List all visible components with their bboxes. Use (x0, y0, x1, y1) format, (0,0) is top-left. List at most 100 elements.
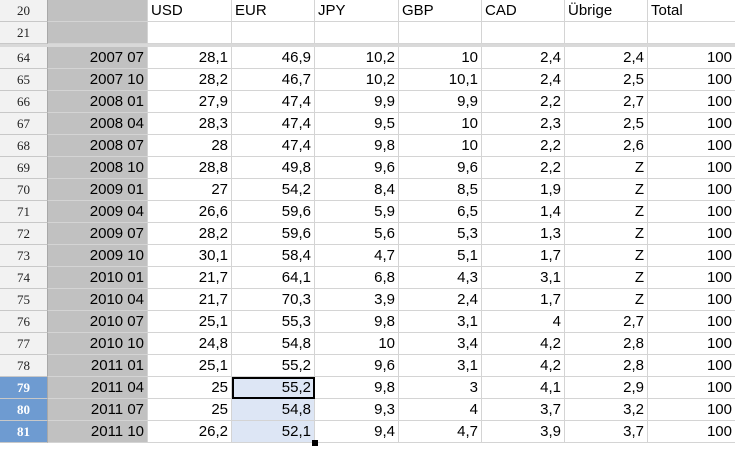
cell-total[interactable]: 100 (648, 399, 735, 421)
cell-eur[interactable]: 46,9 (232, 47, 315, 69)
cell-total[interactable]: 100 (648, 289, 735, 311)
cell-jpy[interactable]: 9,4 (315, 421, 399, 443)
cell-uebrige[interactable]: 2,5 (565, 113, 648, 135)
cell-gbp[interactable]: 3 (399, 377, 482, 399)
cell-jpy[interactable]: 9,5 (315, 113, 399, 135)
cell-label[interactable]: 2010 07 (48, 311, 148, 333)
row-header[interactable]: 76 (0, 311, 48, 333)
row-header[interactable]: 71 (0, 201, 48, 223)
row-header[interactable]: 69 (0, 157, 48, 179)
cell-usd[interactable]: 21,7 (148, 267, 232, 289)
cell-total[interactable]: 100 (648, 157, 735, 179)
cell-gbp[interactable]: 3,1 (399, 355, 482, 377)
cell-eur[interactable]: 55,2 (232, 355, 315, 377)
cell-usd[interactable]: 28,1 (148, 47, 232, 69)
cell-gbp[interactable]: 10 (399, 47, 482, 69)
row-header[interactable]: 68 (0, 135, 48, 157)
cell-uebrige[interactable]: 2,7 (565, 311, 648, 333)
header-cell-jpy[interactable] (315, 22, 399, 44)
cell-eur[interactable]: 47,4 (232, 113, 315, 135)
cell-gbp[interactable]: 3,1 (399, 311, 482, 333)
cell-label[interactable]: 2008 07 (48, 135, 148, 157)
cell-cad[interactable]: 2,4 (482, 69, 565, 91)
header-cell-eur[interactable] (232, 22, 315, 44)
cell-label[interactable]: 2011 07 (48, 399, 148, 421)
cell-uebrige[interactable]: 3,2 (565, 399, 648, 421)
row-header[interactable]: 66 (0, 91, 48, 113)
cell-uebrige[interactable]: 2,5 (565, 69, 648, 91)
cell-usd[interactable]: 28 (148, 135, 232, 157)
header-cell-gbp[interactable]: GBP (399, 0, 482, 22)
cell-label[interactable]: 2008 04 (48, 113, 148, 135)
cell-eur[interactable]: 55,2 (232, 377, 315, 399)
cell-eur[interactable]: 46,7 (232, 69, 315, 91)
cell-usd[interactable]: 28,2 (148, 223, 232, 245)
cell-uebrige[interactable]: 3,7 (565, 421, 648, 443)
cell-total[interactable]: 100 (648, 421, 735, 443)
cell-label[interactable]: 2008 01 (48, 91, 148, 113)
cell-label[interactable]: 2010 01 (48, 267, 148, 289)
cell-total[interactable]: 100 (648, 69, 735, 91)
cell-usd[interactable]: 25 (148, 377, 232, 399)
row-header[interactable]: 79 (0, 377, 48, 399)
row-header[interactable]: 74 (0, 267, 48, 289)
cell-gbp[interactable]: 5,1 (399, 245, 482, 267)
row-header[interactable]: 80 (0, 399, 48, 421)
cell-uebrige[interactable]: 2,9 (565, 377, 648, 399)
cell-eur[interactable]: 54,2 (232, 179, 315, 201)
header-cell-label[interactable] (48, 22, 148, 44)
cell-jpy[interactable]: 9,9 (315, 91, 399, 113)
header-cell-jpy[interactable]: JPY (315, 0, 399, 22)
cell-cad[interactable]: 4,2 (482, 355, 565, 377)
cell-cad[interactable]: 1,7 (482, 245, 565, 267)
row-header[interactable]: 75 (0, 289, 48, 311)
cell-total[interactable]: 100 (648, 267, 735, 289)
cell-jpy[interactable]: 10 (315, 333, 399, 355)
cell-gbp[interactable]: 8,5 (399, 179, 482, 201)
header-cell-eur[interactable]: EUR (232, 0, 315, 22)
cell-gbp[interactable]: 4 (399, 399, 482, 421)
cell-gbp[interactable]: 9,9 (399, 91, 482, 113)
cell-eur[interactable]: 47,4 (232, 91, 315, 113)
cell-usd[interactable]: 25,1 (148, 311, 232, 333)
cell-jpy[interactable]: 9,3 (315, 399, 399, 421)
cell-gbp[interactable]: 2,4 (399, 289, 482, 311)
cell-label[interactable]: 2008 10 (48, 157, 148, 179)
cell-total[interactable]: 100 (648, 201, 735, 223)
cell-usd[interactable]: 25 (148, 399, 232, 421)
cell-eur[interactable]: 52,1 (232, 421, 315, 443)
cell-usd[interactable]: 25,1 (148, 355, 232, 377)
cell-jpy[interactable]: 6,8 (315, 267, 399, 289)
cell-total[interactable]: 100 (648, 135, 735, 157)
cell-cad[interactable]: 2,2 (482, 135, 565, 157)
row-header[interactable]: 70 (0, 179, 48, 201)
cell-eur[interactable]: 55,3 (232, 311, 315, 333)
cell-cad[interactable]: 4 (482, 311, 565, 333)
cell-gbp[interactable]: 10 (399, 113, 482, 135)
cell-label[interactable]: 2007 07 (48, 47, 148, 69)
cell-jpy[interactable]: 9,6 (315, 157, 399, 179)
cell-jpy[interactable]: 3,9 (315, 289, 399, 311)
cell-uebrige[interactable]: Z (565, 223, 648, 245)
cell-cad[interactable]: 1,3 (482, 223, 565, 245)
header-cell-total[interactable]: Total (648, 0, 735, 22)
cell-usd[interactable]: 26,6 (148, 201, 232, 223)
cell-gbp[interactable]: 3,4 (399, 333, 482, 355)
cell-usd[interactable]: 27 (148, 179, 232, 201)
row-header[interactable]: 67 (0, 113, 48, 135)
cell-usd[interactable]: 24,8 (148, 333, 232, 355)
cell-label[interactable]: 2011 01 (48, 355, 148, 377)
cell-total[interactable]: 100 (648, 245, 735, 267)
header-cell-usd[interactable] (148, 22, 232, 44)
cell-uebrige[interactable]: 2,8 (565, 333, 648, 355)
cell-uebrige[interactable]: 2,8 (565, 355, 648, 377)
cell-cad[interactable]: 3,7 (482, 399, 565, 421)
cell-cad[interactable]: 2,4 (482, 47, 565, 69)
cell-total[interactable]: 100 (648, 113, 735, 135)
selection-fill-handle[interactable] (312, 440, 318, 446)
cell-label[interactable]: 2009 04 (48, 201, 148, 223)
header-cell-label[interactable] (48, 0, 148, 22)
cell-label[interactable]: 2007 10 (48, 69, 148, 91)
cell-cad[interactable]: 4,1 (482, 377, 565, 399)
